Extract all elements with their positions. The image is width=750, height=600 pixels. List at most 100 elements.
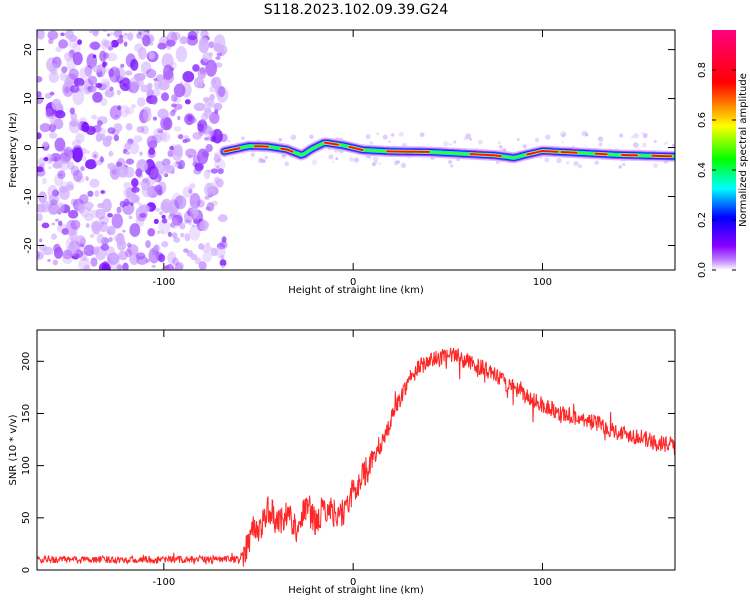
noise-speck bbox=[83, 264, 91, 270]
spectrogram-y-label: Frequency (Hz) bbox=[8, 112, 19, 188]
noise-speck bbox=[183, 219, 189, 224]
ridge-peak-band bbox=[323, 141, 339, 146]
noise-speck bbox=[185, 148, 197, 158]
noise-speck bbox=[191, 224, 196, 228]
noise-speck bbox=[89, 41, 101, 50]
noise-speck bbox=[151, 88, 161, 97]
noise-speck bbox=[83, 249, 87, 253]
noise-speck bbox=[102, 61, 107, 68]
noise-speck bbox=[622, 163, 626, 167]
noise-speck bbox=[109, 86, 114, 92]
noise-speck bbox=[124, 168, 129, 174]
noise-speck bbox=[61, 228, 69, 236]
noise-speck bbox=[156, 230, 161, 235]
noise-speck bbox=[37, 250, 44, 261]
noise-speck bbox=[597, 136, 604, 142]
noise-speck bbox=[136, 126, 145, 133]
colorbar-tick-label: 0.2 bbox=[697, 212, 708, 228]
ridge-peak-band bbox=[386, 150, 430, 153]
noise-speck bbox=[87, 85, 97, 93]
noise-speck bbox=[201, 244, 213, 253]
noise-speck bbox=[284, 161, 290, 167]
noise-speck bbox=[157, 127, 162, 131]
noise-speck bbox=[152, 116, 158, 121]
noise-speck bbox=[448, 159, 453, 165]
noise-speck bbox=[131, 103, 136, 109]
noise-speck bbox=[353, 157, 360, 163]
noise-speck bbox=[153, 127, 162, 139]
noise-speck bbox=[210, 247, 218, 257]
noise-speck bbox=[180, 232, 185, 238]
noise-speck bbox=[148, 147, 155, 156]
noise-speck bbox=[129, 223, 141, 237]
noise-speck bbox=[122, 262, 129, 270]
noise-speck bbox=[41, 222, 50, 229]
noise-speck bbox=[82, 147, 87, 155]
noise-speck bbox=[155, 74, 166, 82]
noise-speck bbox=[87, 190, 94, 197]
noise-speck bbox=[193, 76, 205, 89]
noise-speck bbox=[221, 264, 225, 269]
noise-speck bbox=[90, 257, 98, 267]
noise-speck bbox=[170, 103, 177, 108]
noise-speck bbox=[85, 176, 89, 182]
noise-speck bbox=[58, 220, 63, 227]
ridge-peak-band bbox=[651, 154, 673, 158]
noise-speck bbox=[137, 47, 147, 60]
noise-speck bbox=[79, 237, 87, 247]
y-tick-label: 50 bbox=[21, 511, 32, 524]
noise-speck bbox=[618, 133, 624, 138]
noise-speck bbox=[187, 115, 193, 122]
noise-speck bbox=[95, 132, 103, 142]
noise-speck bbox=[202, 251, 212, 263]
colorbar-tick-label: 0.8 bbox=[697, 62, 708, 78]
noise-speck bbox=[309, 134, 314, 140]
noise-speck bbox=[96, 120, 103, 127]
noise-speck bbox=[59, 187, 70, 200]
noise-speck bbox=[311, 159, 318, 166]
noise-speck bbox=[89, 30, 93, 34]
noise-speck bbox=[68, 118, 81, 134]
noise-speck bbox=[216, 165, 220, 169]
noise-speck bbox=[64, 86, 70, 94]
noise-speck bbox=[545, 134, 551, 140]
noise-speck bbox=[139, 73, 146, 81]
noise-speck bbox=[388, 140, 391, 144]
noise-speck bbox=[157, 129, 164, 134]
noise-speck bbox=[124, 142, 132, 150]
noise-speck bbox=[141, 185, 154, 198]
noise-speck bbox=[663, 142, 666, 146]
noise-speck bbox=[173, 126, 182, 132]
noise-speck bbox=[103, 66, 109, 74]
noise-speck bbox=[450, 164, 454, 168]
noise-speck bbox=[179, 222, 186, 230]
noise-speck bbox=[101, 264, 111, 270]
noise-speck bbox=[165, 39, 176, 47]
spectrogram-x-ticks: -100 0 100 bbox=[152, 30, 552, 288]
noise-speck bbox=[173, 95, 181, 104]
noise-speck bbox=[117, 105, 122, 111]
noise-speck bbox=[137, 202, 143, 206]
noise-speck bbox=[131, 194, 140, 203]
noise-speck bbox=[47, 202, 60, 215]
noise-speck bbox=[135, 168, 143, 177]
noise-speck bbox=[220, 45, 228, 55]
noise-speck bbox=[211, 128, 223, 144]
x-tick-label: 0 bbox=[350, 277, 356, 288]
noise-speck bbox=[48, 123, 57, 133]
noise-speck bbox=[495, 160, 500, 165]
noise-speck bbox=[184, 233, 191, 242]
colorbar-label: Normalized spectral amplitude bbox=[738, 73, 749, 227]
snr-x-label: Height of straight line (km) bbox=[288, 585, 424, 596]
noise-speck bbox=[77, 39, 82, 46]
noise-speck bbox=[398, 131, 404, 137]
noise-speck bbox=[79, 193, 89, 204]
noise-speck bbox=[125, 123, 133, 131]
noise-speck bbox=[204, 182, 214, 197]
noise-speck bbox=[250, 152, 255, 157]
noise-speck bbox=[123, 198, 130, 207]
noise-speck bbox=[102, 81, 110, 90]
noise-speck bbox=[67, 209, 79, 219]
noise-speck bbox=[373, 160, 379, 165]
noise-speck bbox=[190, 253, 198, 261]
